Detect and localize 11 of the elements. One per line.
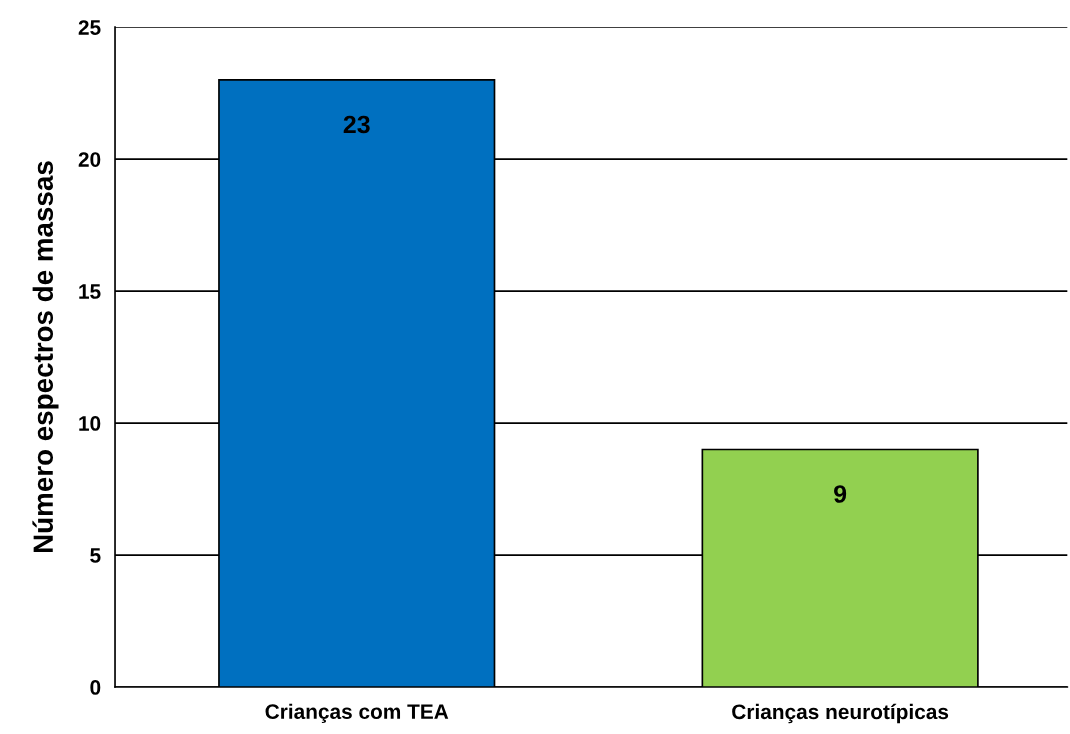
- y-tick-label: 5: [90, 548, 101, 563]
- data-label: 9: [834, 485, 847, 503]
- y-tick-label: 20: [78, 152, 101, 167]
- data-label: 23: [343, 115, 370, 134]
- y-axis-title: Número espectros de massas: [32, 161, 59, 553]
- y-tick-label: 10: [79, 416, 101, 431]
- y-tick-label: 0: [90, 680, 101, 695]
- y-tick-label: 15: [79, 284, 101, 299]
- x-tick-label: Crianças com TEA: [265, 703, 449, 724]
- y-tick-label: 25: [78, 20, 101, 35]
- x-tick-label: Crianças neurotípicas: [732, 703, 949, 724]
